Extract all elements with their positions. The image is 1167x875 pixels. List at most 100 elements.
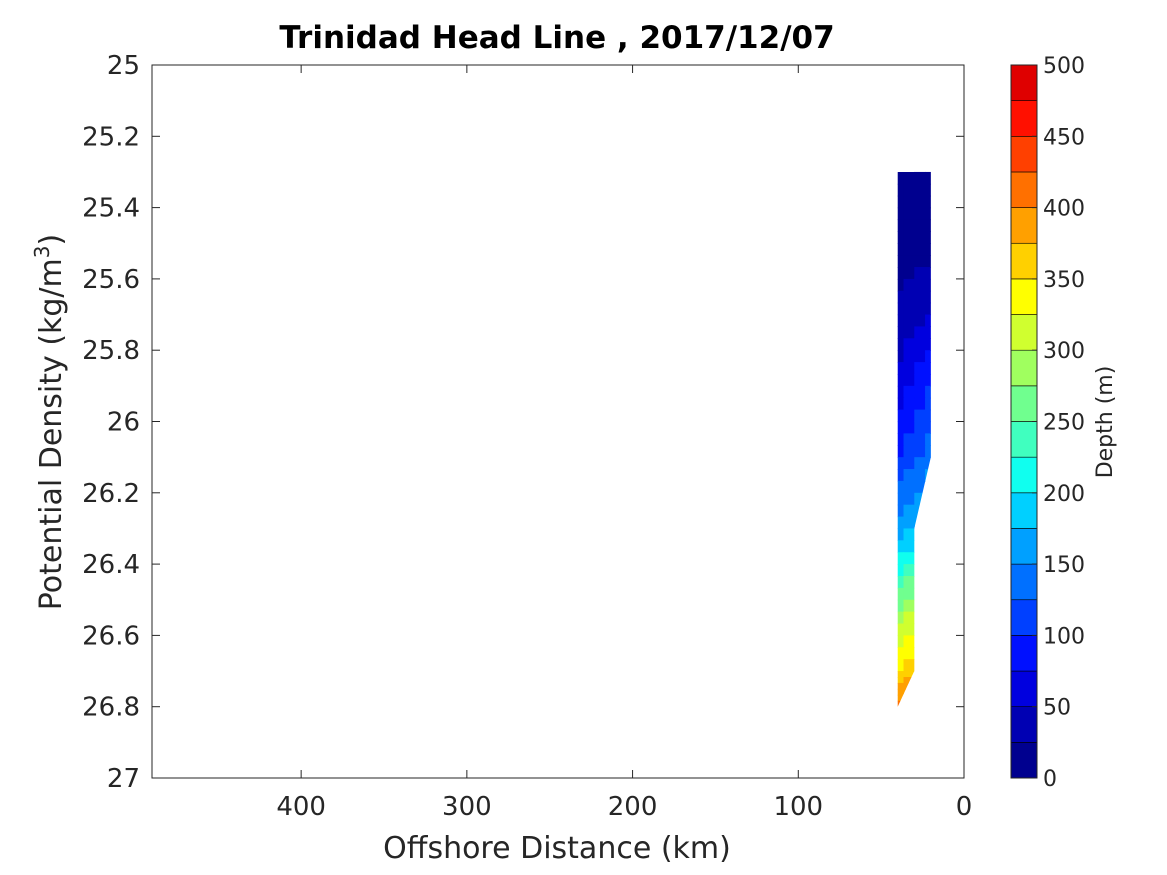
contour-cell — [897, 255, 905, 268]
contour-cell — [925, 457, 931, 470]
contour-cell — [897, 278, 905, 292]
contour-cell — [903, 362, 915, 375]
contour-cell — [897, 575, 905, 589]
contour-cell — [897, 350, 905, 363]
contour-cell — [914, 694, 926, 702]
colorbar-swatch — [1010, 563, 1038, 601]
contour-cell — [925, 243, 931, 256]
contour-cell — [897, 469, 905, 482]
contour-cell — [914, 373, 926, 387]
contour-cell — [914, 183, 926, 197]
contour-cell — [925, 302, 931, 316]
colorbar-swatch — [1010, 421, 1038, 458]
contour-cell — [925, 350, 931, 363]
contour-cell — [897, 207, 905, 221]
contour-cell — [897, 385, 905, 399]
contour-cell — [925, 528, 931, 541]
contour-cell — [925, 599, 931, 613]
contour-cell — [914, 362, 926, 375]
contour-cell — [925, 647, 931, 660]
contour-cell — [925, 207, 931, 221]
contour-cell — [914, 278, 926, 292]
contour-cell — [897, 587, 905, 601]
contour-cell — [914, 599, 926, 613]
contour-cell — [925, 659, 931, 672]
contour-cell — [903, 599, 915, 613]
contour-cell — [925, 385, 931, 399]
contour-cell — [897, 171, 905, 185]
contour-cell — [914, 314, 926, 328]
contour-cell — [925, 671, 931, 678]
contour-cell — [897, 302, 905, 316]
contour-cell — [903, 647, 915, 660]
contour-cell — [925, 540, 931, 553]
contour-cell — [903, 611, 915, 625]
colorbar-swatch — [1010, 64, 1038, 101]
contour-cell — [903, 635, 915, 648]
contour-cell — [925, 183, 931, 197]
contour-cell — [914, 195, 926, 209]
contour-cell — [903, 397, 915, 411]
contour-cell — [903, 457, 915, 470]
contour-cell — [925, 504, 931, 518]
y-axis-label-main: Potential Density (kg/m — [34, 258, 69, 610]
colorbar-swatch — [1010, 670, 1038, 707]
contour-cell — [925, 564, 931, 577]
contour-cell — [903, 267, 915, 280]
plot-area — [151, 64, 965, 779]
y-axis-label-end: ) — [34, 234, 69, 246]
contour-cell — [914, 326, 926, 339]
x-tick-label: 400 — [276, 792, 326, 822]
contour-cell — [903, 338, 915, 351]
contour-cell — [925, 469, 931, 482]
contour-cell — [897, 682, 905, 690]
contour-cell — [914, 492, 926, 506]
contour-cell — [914, 682, 926, 690]
colorbar-swatch — [1010, 136, 1038, 173]
contour-cell — [903, 480, 915, 494]
plot-frame — [151, 64, 965, 779]
contour-cell — [914, 433, 926, 446]
contour-cell — [925, 445, 931, 458]
colorbar-swatch — [1010, 100, 1038, 137]
contour-cell — [925, 682, 931, 690]
colorbar-tick-label: 150 — [1043, 553, 1085, 578]
contour-cell — [925, 587, 931, 601]
contour-cell — [914, 540, 926, 553]
colorbar-swatch — [1010, 242, 1038, 280]
contour-cell — [925, 421, 931, 434]
contour-cell — [903, 540, 915, 553]
contour-cell — [897, 599, 905, 613]
contour-cell — [925, 290, 931, 304]
colorbar-swatch — [1010, 278, 1038, 315]
colorbar: 0 50 100 150 200 250 300 350 400 450 500 — [1010, 54, 1085, 792]
contour-cell — [925, 278, 931, 292]
contour-cell — [914, 671, 926, 678]
contour-cell — [925, 492, 931, 506]
contour-cell — [925, 362, 931, 375]
y-tick-label: 26.2 — [82, 479, 140, 509]
contour-cell — [903, 385, 915, 399]
x-tick-label: 100 — [773, 792, 823, 822]
contour-cell — [903, 421, 915, 434]
contour-cell — [925, 326, 931, 339]
colorbar-swatch — [1010, 385, 1038, 422]
contour-cell — [897, 504, 905, 518]
contour-cell — [903, 219, 915, 232]
colorbar-tick-label: 350 — [1043, 268, 1085, 293]
contour-cell — [925, 676, 931, 684]
contour-cell — [897, 243, 905, 256]
contour-cell — [903, 278, 915, 292]
colorbar-swatch — [1010, 528, 1038, 565]
contour-cell — [914, 243, 926, 256]
contour-cell — [925, 409, 931, 423]
contour-cell — [897, 397, 905, 411]
contour-cell — [925, 373, 931, 387]
contour-cell — [903, 516, 915, 530]
colorbar-swatch — [1010, 492, 1038, 529]
contour-cell — [897, 552, 905, 565]
contour-cell — [897, 540, 905, 553]
contour-cell — [914, 302, 926, 316]
contour-cell — [914, 611, 926, 625]
contour-cell — [925, 575, 931, 589]
